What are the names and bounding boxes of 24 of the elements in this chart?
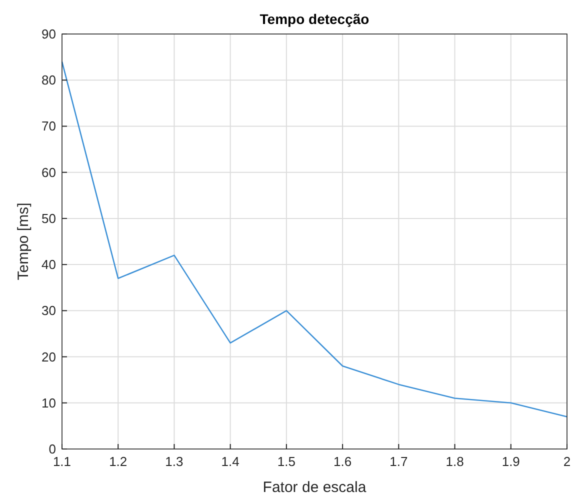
chart-title: Tempo detecção	[260, 11, 370, 27]
x-tick-label: 1.3	[165, 454, 184, 469]
x-tick-label: 1.2	[109, 454, 128, 469]
x-tick-label: 1.6	[334, 454, 352, 469]
x-tick-label: 1.4	[221, 454, 240, 469]
x-axis-title: Fator de escala	[262, 479, 367, 496]
y-tick-label: 0	[48, 442, 56, 456]
y-tick-label: 90	[42, 26, 56, 42]
x-tick-label: 1.1	[52, 454, 72, 469]
x-tick-label: 1.7	[390, 454, 408, 469]
y-tick-label: 60	[42, 164, 56, 180]
y-axis-title: Tempo [ms]	[15, 202, 32, 280]
x-tick-label: 1.9	[502, 454, 520, 469]
y-tick-label: 10	[42, 395, 56, 410]
y-tick-label: 50	[42, 210, 56, 226]
line-series	[61, 61, 568, 418]
x-tick-label: 1.8	[446, 454, 464, 469]
y-tick-label: 20	[42, 349, 56, 364]
y-tick-label: 80	[42, 72, 56, 88]
x-tick-label: 1.5	[277, 454, 296, 469]
x-tick-label: 2	[563, 454, 571, 469]
y-tick-label: 40	[42, 257, 56, 272]
y-tick-label: 30	[42, 303, 56, 318]
y-tick-label: 70	[42, 118, 56, 134]
